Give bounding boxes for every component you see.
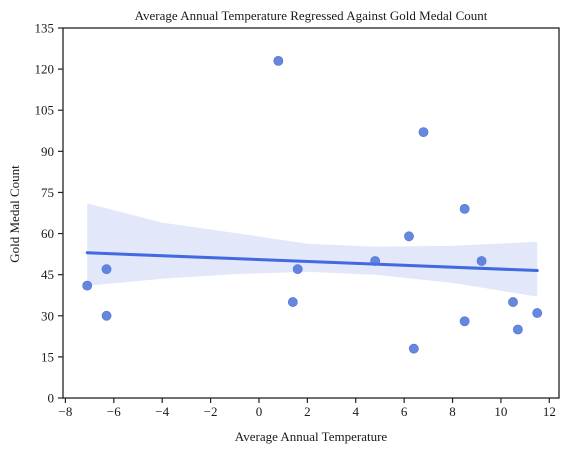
chart-title: Average Annual Temperature Regressed Aga… <box>135 8 488 23</box>
confidence-band <box>87 203 538 297</box>
y-tick-label: 60 <box>41 226 54 241</box>
data-point <box>101 310 112 321</box>
data-point <box>404 231 414 242</box>
y-tick-label: 75 <box>41 185 54 200</box>
data-point <box>532 308 543 318</box>
x-tick-label: −8 <box>58 404 72 419</box>
data-point <box>82 280 93 291</box>
data-points-layer <box>82 55 543 354</box>
x-tick-label: −2 <box>204 404 218 419</box>
data-point <box>370 256 381 266</box>
y-tick-label: 90 <box>41 144 54 159</box>
x-tick-label: 0 <box>256 404 263 419</box>
data-point <box>512 324 523 335</box>
y-tick-label: 0 <box>48 391 55 406</box>
y-tick-label: 15 <box>41 349 54 364</box>
regression-line <box>85 251 539 273</box>
data-point <box>273 55 284 66</box>
data-point <box>292 264 303 275</box>
x-tick-label: 2 <box>304 404 311 419</box>
data-point <box>459 316 470 327</box>
x-axis-label: Average Annual Temperature <box>235 429 388 444</box>
x-tick-label: −4 <box>155 404 169 419</box>
y-tick-label: 30 <box>41 308 54 323</box>
x-tick-label: −6 <box>107 404 121 419</box>
confidence-band-layer <box>87 203 538 297</box>
y-tick-label: 120 <box>35 62 55 77</box>
data-point <box>476 256 487 266</box>
x-tick-label: 8 <box>449 404 456 419</box>
y-tick-label: 105 <box>35 103 55 118</box>
data-point <box>508 297 518 307</box>
data-point <box>287 297 298 307</box>
regression-line-layer <box>85 251 539 273</box>
plot-frame <box>62 27 560 399</box>
y-tick-label: 135 <box>35 21 55 36</box>
data-point <box>101 264 112 275</box>
x-tick-label: 6 <box>401 404 408 419</box>
x-tick-label: 4 <box>353 404 360 419</box>
data-point <box>418 127 429 138</box>
x-tick-label: 12 <box>543 404 556 419</box>
data-point <box>459 203 470 214</box>
x-tick-label: 10 <box>494 404 507 419</box>
data-point <box>408 343 419 354</box>
y-tick-label: 45 <box>41 267 54 282</box>
y-axis-label: Gold Medal Count <box>7 165 22 263</box>
